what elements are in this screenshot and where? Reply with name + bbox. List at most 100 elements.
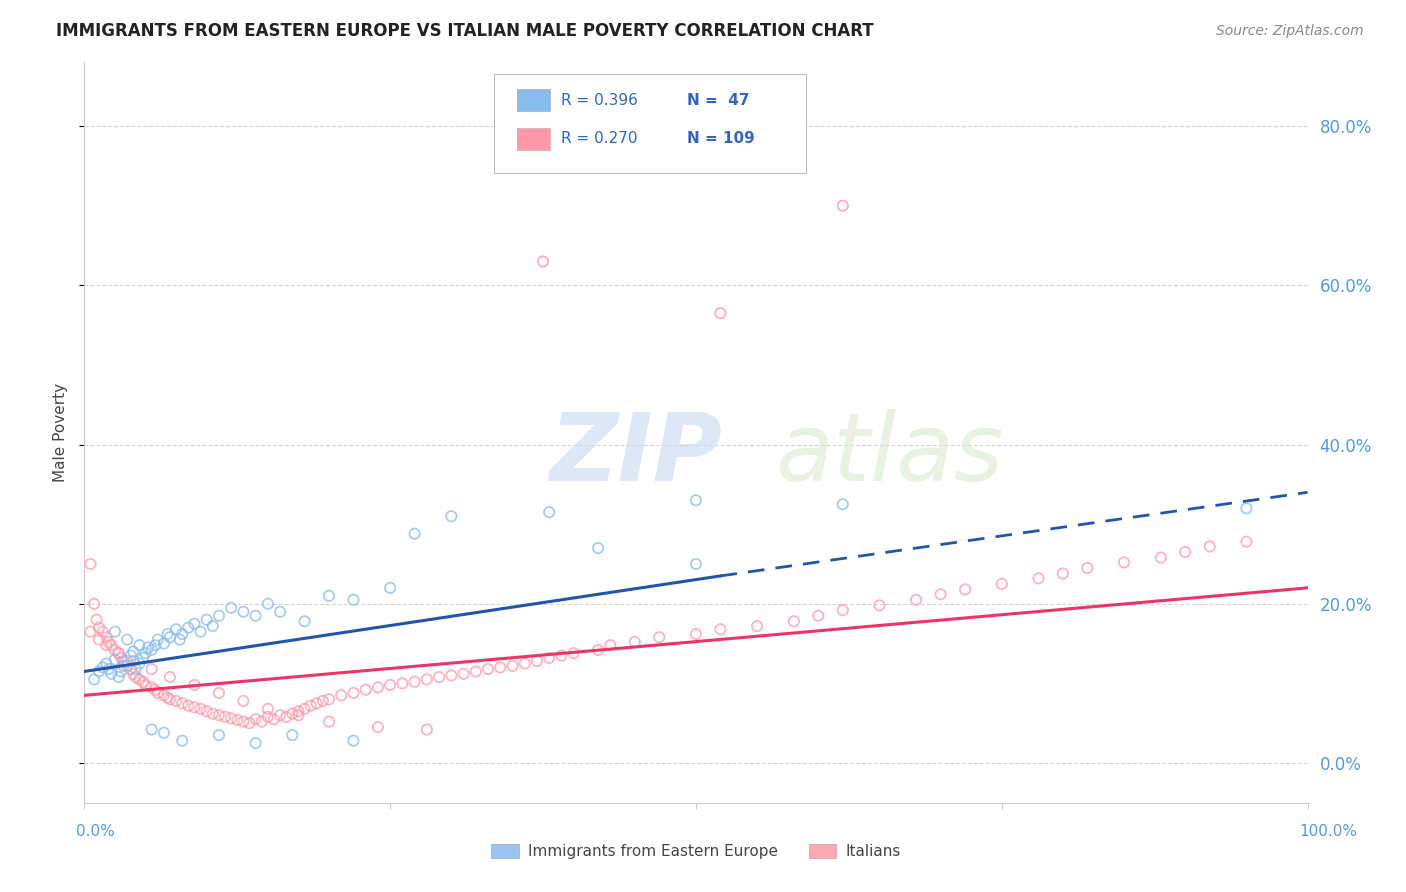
Point: [214, 710, 236, 724]
FancyBboxPatch shape: [494, 73, 806, 173]
Point: [380, 581, 402, 595]
Point: [489, 660, 512, 674]
Point: [257, 702, 280, 716]
Point: [132, 651, 155, 665]
Point: [269, 605, 291, 619]
Point: [177, 698, 200, 713]
Point: [146, 686, 169, 700]
Y-axis label: Male Poverty: Male Poverty: [53, 383, 69, 483]
Point: [153, 637, 176, 651]
Point: [831, 199, 853, 213]
Point: [143, 638, 166, 652]
Point: [685, 627, 707, 641]
Text: atlas: atlas: [776, 409, 1004, 500]
Point: [120, 662, 142, 676]
Point: [107, 670, 129, 684]
Point: [440, 509, 463, 524]
Point: [1150, 550, 1173, 565]
Point: [404, 526, 426, 541]
Point: [685, 557, 707, 571]
Point: [232, 694, 254, 708]
Point: [128, 638, 150, 652]
Point: [380, 678, 402, 692]
Point: [110, 651, 132, 665]
Point: [427, 670, 450, 684]
Point: [100, 666, 122, 681]
Point: [562, 646, 585, 660]
Point: [172, 627, 194, 641]
Point: [146, 632, 169, 647]
Point: [107, 646, 129, 660]
Text: 0.0%: 0.0%: [76, 824, 115, 838]
Point: [97, 662, 120, 676]
Point: [526, 654, 548, 668]
Point: [135, 646, 157, 660]
Point: [87, 621, 110, 635]
Point: [550, 648, 572, 663]
Text: Source: ZipAtlas.com: Source: ZipAtlas.com: [1216, 24, 1364, 38]
Point: [104, 652, 127, 666]
Point: [305, 696, 328, 710]
Point: [709, 306, 731, 320]
Text: N = 109: N = 109: [688, 131, 755, 146]
Point: [96, 657, 118, 671]
Point: [183, 678, 205, 692]
Point: [141, 643, 163, 657]
Point: [513, 657, 536, 671]
Point: [91, 624, 114, 639]
Point: [586, 643, 609, 657]
Point: [929, 587, 952, 601]
Point: [1236, 534, 1258, 549]
Point: [122, 654, 145, 668]
Point: [159, 670, 181, 684]
Point: [747, 619, 769, 633]
Text: R = 0.270: R = 0.270: [561, 131, 638, 146]
Point: [104, 643, 127, 657]
Point: [440, 668, 463, 682]
Point: [96, 638, 118, 652]
Point: [183, 616, 205, 631]
Point: [195, 704, 218, 718]
Point: [245, 736, 267, 750]
Point: [169, 632, 191, 647]
Point: [250, 714, 273, 729]
Point: [156, 627, 179, 641]
Point: [125, 670, 148, 684]
Point: [165, 694, 187, 708]
Text: IMMIGRANTS FROM EASTERN EUROPE VS ITALIAN MALE POVERTY CORRELATION CHART: IMMIGRANTS FROM EASTERN EUROPE VS ITALIA…: [56, 22, 875, 40]
Point: [367, 720, 389, 734]
Point: [330, 689, 353, 703]
Point: [648, 630, 671, 644]
Point: [104, 624, 127, 639]
Point: [869, 599, 891, 613]
Point: [453, 666, 475, 681]
FancyBboxPatch shape: [517, 128, 550, 150]
Point: [177, 621, 200, 635]
Point: [96, 630, 118, 644]
Point: [1028, 571, 1050, 585]
Point: [318, 692, 340, 706]
Point: [107, 646, 129, 660]
Point: [281, 728, 304, 742]
Point: [709, 622, 731, 636]
Point: [91, 660, 114, 674]
Point: [905, 592, 928, 607]
Point: [195, 613, 218, 627]
Point: [287, 708, 309, 723]
Point: [87, 632, 110, 647]
Point: [83, 673, 105, 687]
Point: [120, 648, 142, 663]
Point: [159, 630, 181, 644]
Point: [135, 678, 157, 692]
Point: [624, 635, 647, 649]
Point: [238, 716, 260, 731]
Point: [299, 698, 322, 713]
Point: [281, 706, 304, 721]
Text: 100.0%: 100.0%: [1299, 824, 1358, 838]
Point: [342, 592, 364, 607]
Point: [367, 681, 389, 695]
Point: [219, 600, 242, 615]
Point: [257, 710, 280, 724]
Point: [538, 651, 561, 665]
Point: [141, 662, 163, 676]
